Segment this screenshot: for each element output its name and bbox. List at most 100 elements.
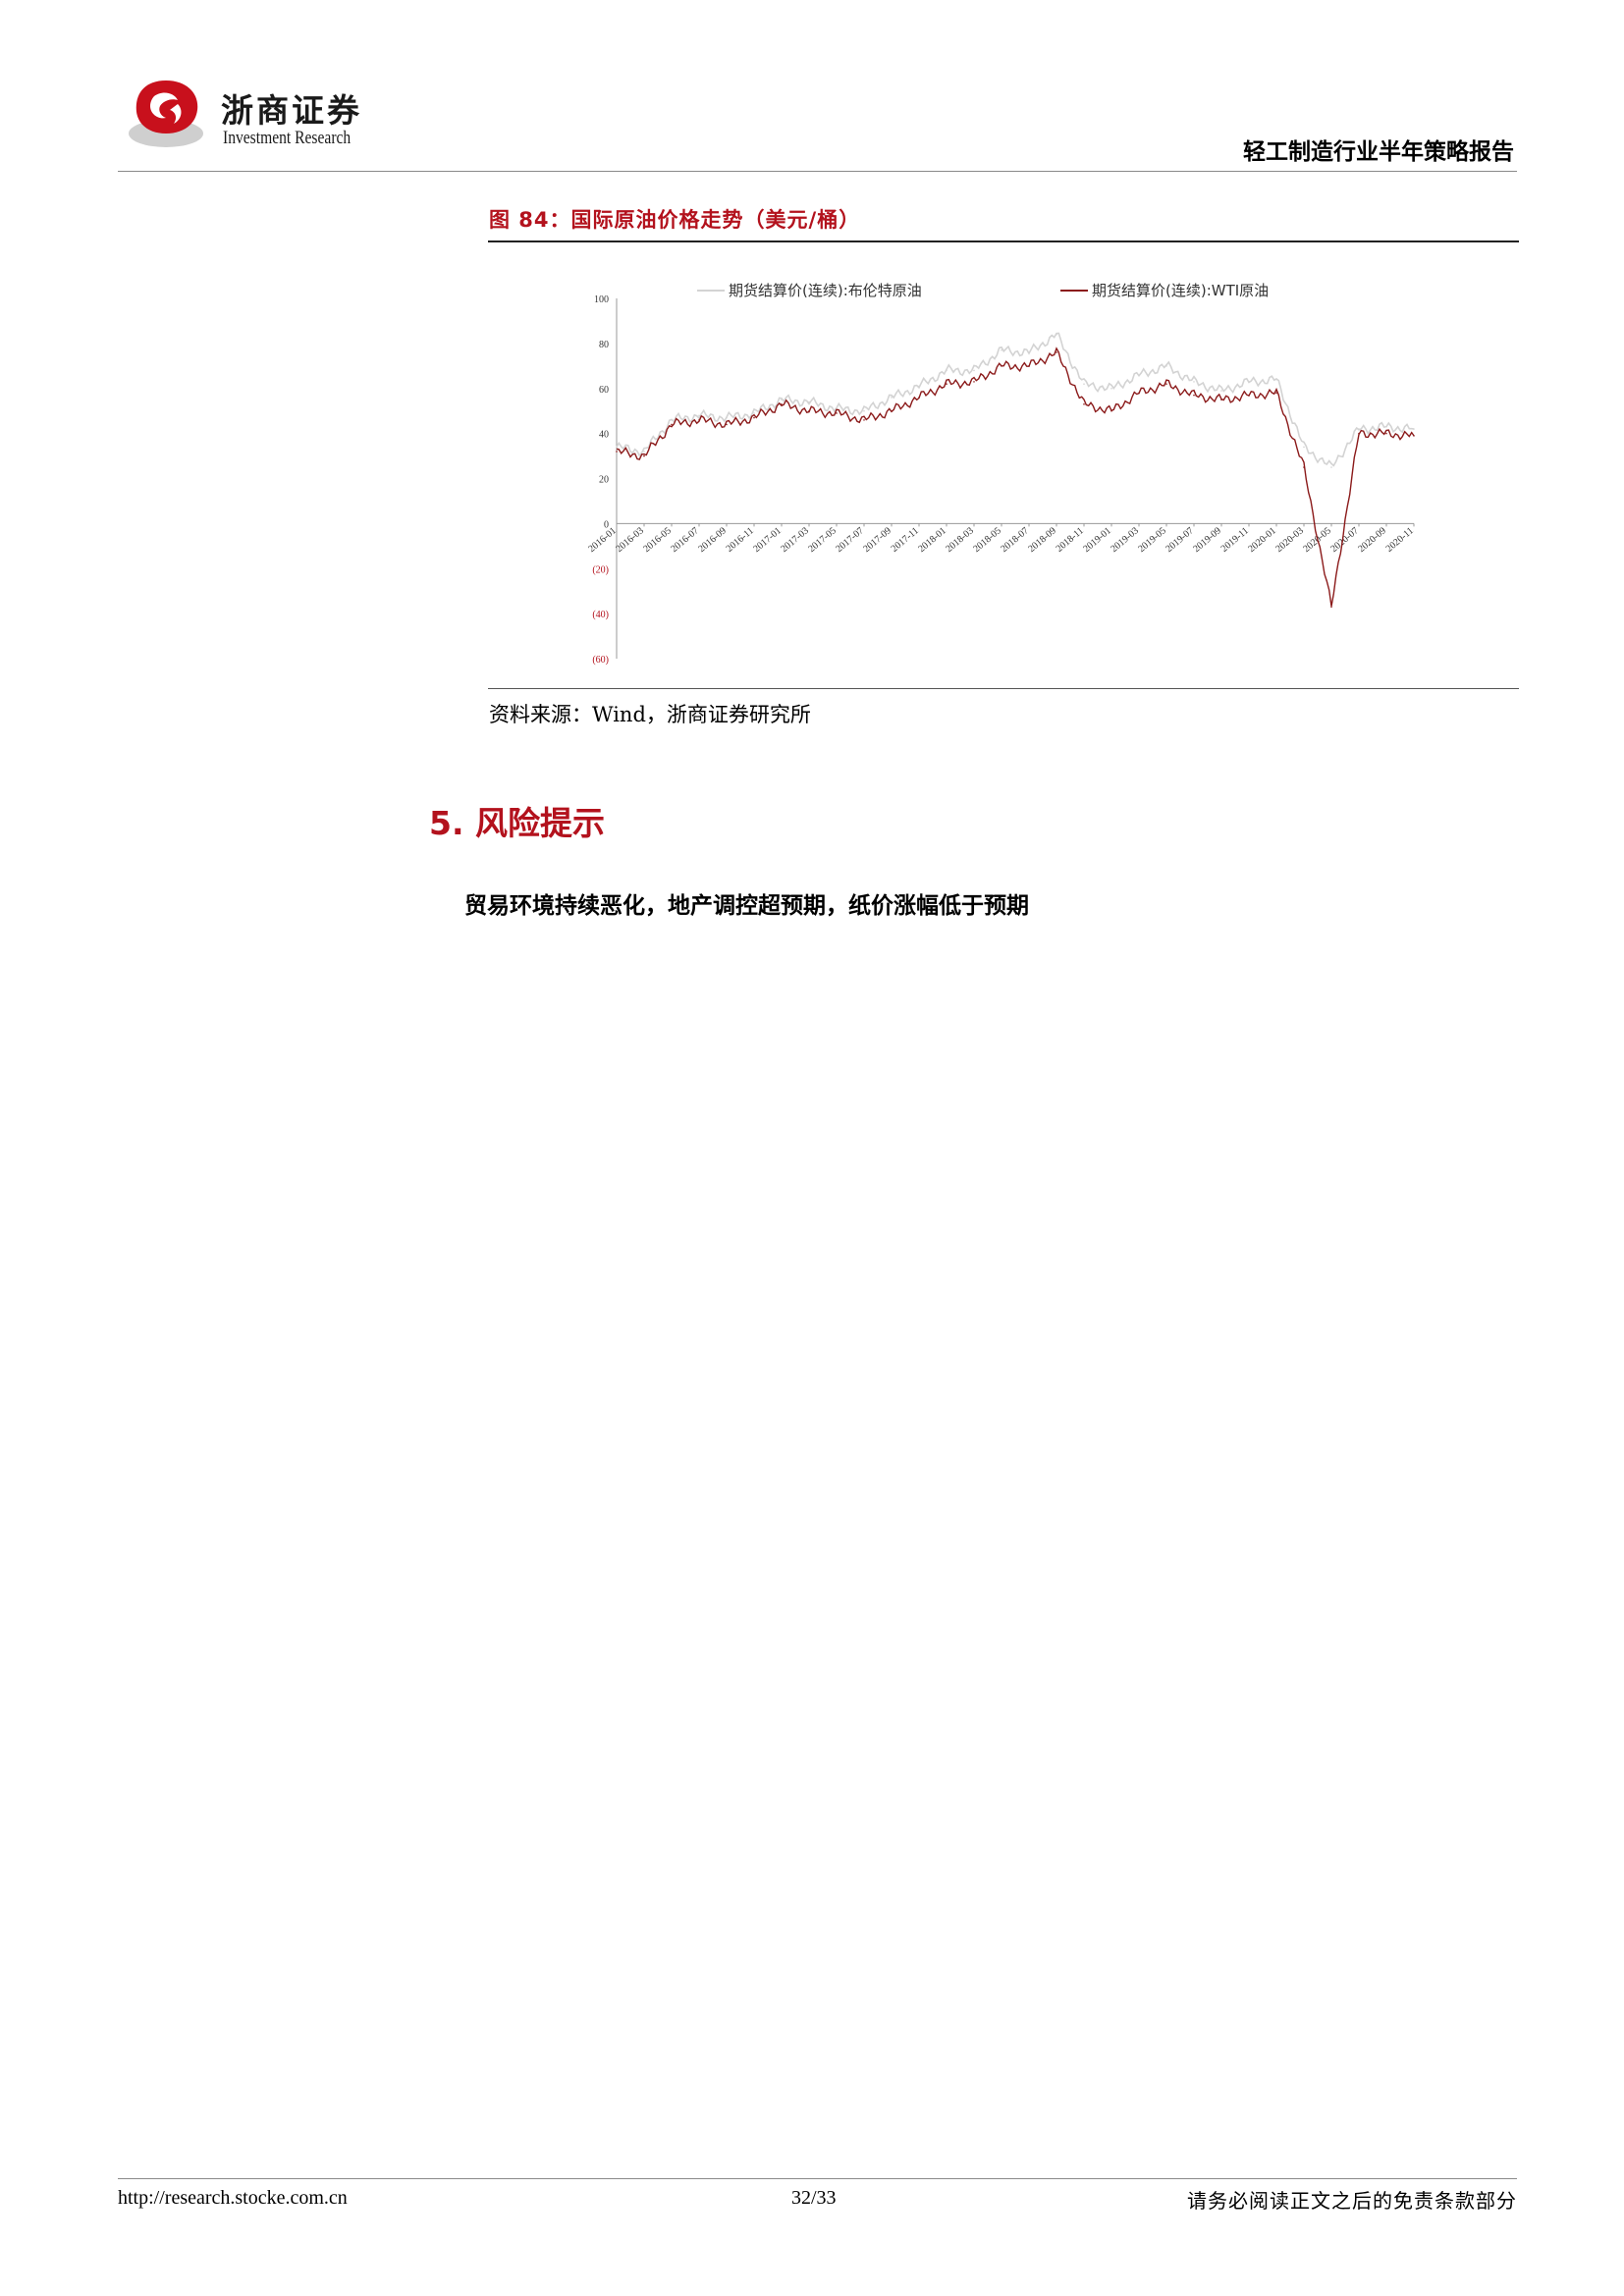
risk-statement: 贸易环境持续恶化，地产调控超预期，纸价涨幅低于预期	[464, 893, 1029, 919]
data-point	[753, 412, 755, 414]
x-tick-label: 2018-07	[999, 525, 1031, 555]
figure-bottom-rule	[488, 688, 1519, 689]
x-tick-label: 2017-07	[834, 525, 866, 555]
data-point	[1110, 387, 1112, 390]
logo-tagline: Investment Research	[223, 128, 352, 148]
data-point	[1330, 466, 1332, 468]
x-tick-label: 2017-03	[779, 525, 811, 555]
data-point	[1056, 333, 1057, 336]
data-point	[1001, 365, 1002, 367]
data-point	[918, 397, 920, 399]
data-point	[1165, 383, 1167, 385]
x-tick-label: 2019-03	[1109, 525, 1141, 555]
data-point	[891, 409, 893, 412]
x-tick-label: 2019-01	[1081, 525, 1113, 555]
y-tick-label: 0	[604, 519, 609, 530]
x-tick-label: 2020-09	[1356, 525, 1388, 555]
x-tick-label: 2019-07	[1164, 525, 1196, 555]
section-heading: 5. 风险提示	[429, 804, 605, 842]
figure-top-rule	[488, 240, 1519, 242]
data-point	[836, 412, 838, 414]
data-point	[726, 423, 728, 426]
data-point	[726, 416, 728, 419]
data-point	[1413, 428, 1415, 430]
logo-mark-icon	[129, 80, 203, 147]
data-point	[1083, 383, 1085, 385]
data-point	[808, 409, 810, 412]
y-tick-label: 60	[599, 385, 609, 396]
data-point	[781, 399, 783, 401]
data-point	[863, 419, 865, 421]
data-point	[643, 454, 645, 457]
figure-caption: 图 84：国际原油价格走势（美元/桶）	[489, 208, 861, 232]
data-point	[753, 416, 755, 419]
data-point	[1110, 409, 1112, 412]
x-tick-label: 2016-11	[725, 525, 756, 555]
x-tick-label: 2019-09	[1191, 525, 1223, 555]
x-tick-label: 2016-05	[641, 525, 674, 555]
x-tick-label: 2018-01	[916, 525, 948, 555]
y-tick-label: 20	[599, 475, 609, 486]
x-tick-label: 2018-09	[1026, 525, 1058, 555]
data-point	[1220, 399, 1222, 401]
data-point	[643, 451, 645, 453]
data-point	[1248, 394, 1250, 397]
legend-entry: 期货结算价(连续):WTI原油	[1092, 282, 1269, 299]
data-point	[1275, 378, 1277, 381]
data-point	[671, 423, 673, 426]
x-tick-label: 2016-03	[614, 525, 646, 555]
series-line-2	[616, 347, 1415, 607]
footer-disclaimer: 请务必阅读正文之后的免责条款部分	[1187, 2189, 1517, 2213]
chart-series	[616, 332, 1415, 609]
data-point	[671, 419, 673, 421]
data-point	[918, 385, 920, 388]
data-point	[1330, 606, 1332, 609]
header-divider	[118, 171, 1517, 172]
data-point	[1303, 466, 1305, 468]
x-tick-label: 2019-05	[1136, 525, 1168, 555]
data-point	[781, 403, 783, 405]
page-number: 32/33	[791, 2187, 837, 2209]
data-point	[1028, 365, 1030, 367]
data-point	[1193, 381, 1195, 383]
oil-price-chart: 100806040200(20)(40)(60)2016-012016-0320…	[586, 282, 1416, 666]
x-tick-label: 2016-01	[586, 525, 619, 555]
data-point	[616, 451, 618, 453]
x-tick-label: 2017-09	[861, 525, 893, 555]
data-point	[973, 369, 975, 372]
data-point	[1165, 365, 1167, 367]
y-tick-label: (60)	[592, 655, 609, 666]
data-point	[863, 409, 865, 412]
data-point	[1358, 428, 1360, 430]
data-point	[1193, 394, 1195, 397]
logo-company-name: 浙商证券	[221, 91, 362, 130]
data-point	[1275, 392, 1277, 395]
x-tick-label: 2020-03	[1273, 525, 1306, 555]
data-point	[1056, 351, 1057, 353]
x-tick-label: 2016-07	[669, 525, 701, 555]
series-line-1	[616, 332, 1415, 467]
x-tick-label: 2018-03	[944, 525, 976, 555]
data-point	[1001, 348, 1002, 351]
report-title: 轻工制造行业半年策略报告	[1243, 139, 1514, 165]
x-tick-label: 2020-07	[1328, 525, 1361, 555]
x-tick-label: 2020-01	[1246, 525, 1278, 555]
data-point	[1138, 374, 1140, 376]
data-point	[973, 381, 975, 383]
data-point	[1220, 390, 1222, 392]
y-tick-label: (40)	[592, 610, 609, 620]
x-tick-label: 2016-09	[696, 525, 729, 555]
footer-url: http://research.stocke.com.cn	[118, 2187, 348, 2209]
company-logo: 浙商证券 Investment Research	[125, 75, 360, 159]
data-point	[1028, 351, 1030, 353]
x-tick-label: 2018-05	[971, 525, 1003, 555]
y-tick-label: 100	[594, 294, 609, 305]
data-point	[1248, 381, 1250, 383]
x-tick-label: 2017-11	[890, 525, 921, 555]
x-tick-label: 2018-11	[1055, 525, 1086, 555]
x-tick-label: 2020-11	[1384, 525, 1416, 555]
legend-entry: 期货结算价(连续):布伦特原油	[729, 282, 922, 299]
x-tick-label: 2017-01	[751, 525, 784, 555]
data-point	[1385, 432, 1387, 435]
data-point	[891, 397, 893, 399]
